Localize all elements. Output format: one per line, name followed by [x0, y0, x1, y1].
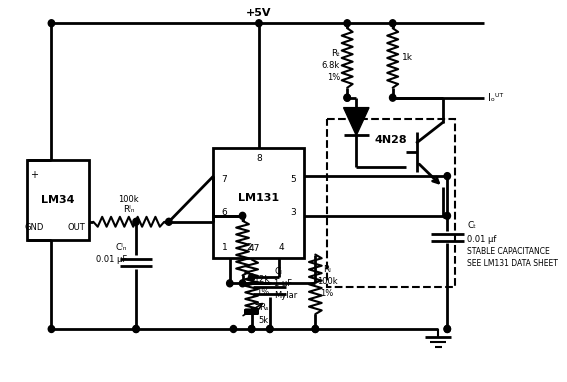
- Text: +: +: [30, 170, 38, 180]
- Text: +5V: +5V: [246, 8, 272, 18]
- Text: 8: 8: [256, 154, 262, 163]
- Text: 4: 4: [279, 243, 285, 252]
- Text: 47: 47: [249, 244, 260, 253]
- Text: 0.01 μF: 0.01 μF: [96, 255, 127, 264]
- Text: Cᴵₙ: Cᴵₙ: [116, 243, 127, 252]
- Circle shape: [230, 325, 236, 332]
- Circle shape: [239, 212, 246, 219]
- Circle shape: [266, 325, 273, 332]
- Circle shape: [133, 325, 139, 332]
- Text: Rₜ: Rₜ: [331, 49, 340, 58]
- Circle shape: [390, 20, 396, 27]
- Text: 100k: 100k: [317, 277, 337, 286]
- Text: Iₒᵁᵀ: Iₒᵁᵀ: [488, 93, 503, 103]
- Text: 1%: 1%: [327, 73, 340, 83]
- Polygon shape: [344, 108, 369, 135]
- Text: GND: GND: [24, 223, 44, 232]
- Text: Rᴵₙ: Rᴵₙ: [123, 206, 134, 214]
- Circle shape: [390, 94, 396, 101]
- Circle shape: [444, 212, 450, 219]
- Circle shape: [166, 218, 172, 225]
- Circle shape: [239, 280, 246, 287]
- Text: OUT: OUT: [67, 223, 85, 232]
- Text: 1k: 1k: [402, 53, 413, 63]
- Circle shape: [227, 280, 233, 287]
- Text: 1%: 1%: [256, 288, 269, 297]
- Text: 1 μF: 1 μF: [274, 279, 293, 288]
- Bar: [327, 118, 455, 287]
- Circle shape: [133, 218, 139, 225]
- Text: 3: 3: [291, 208, 297, 217]
- Text: 0.01 μf: 0.01 μf: [467, 235, 497, 244]
- Text: STABLE CAPACITANCE: STABLE CAPACITANCE: [467, 247, 550, 256]
- Circle shape: [344, 94, 350, 101]
- Text: 1%: 1%: [320, 289, 334, 298]
- Text: 5k: 5k: [259, 316, 269, 325]
- Circle shape: [248, 325, 255, 332]
- Bar: [213, 148, 304, 257]
- Text: LM34: LM34: [41, 195, 74, 205]
- Text: Rₗ: Rₗ: [323, 265, 331, 274]
- Text: 2: 2: [246, 243, 252, 252]
- Text: 1: 1: [222, 243, 228, 252]
- Text: SEE LM131 DATA SHEET: SEE LM131 DATA SHEET: [467, 259, 558, 268]
- Text: 100k: 100k: [119, 196, 139, 204]
- Circle shape: [344, 94, 350, 101]
- Text: Rₛ: Rₛ: [259, 303, 268, 312]
- Circle shape: [312, 325, 319, 332]
- Text: 7: 7: [222, 175, 227, 184]
- Circle shape: [344, 20, 350, 27]
- Text: LM131: LM131: [238, 193, 280, 203]
- Circle shape: [248, 274, 255, 281]
- Circle shape: [256, 20, 262, 27]
- Text: 12k: 12k: [254, 275, 271, 284]
- Text: Cₜ: Cₜ: [467, 221, 476, 230]
- Circle shape: [248, 325, 255, 332]
- Text: Mylar: Mylar: [274, 291, 298, 300]
- Circle shape: [48, 20, 54, 27]
- Circle shape: [266, 325, 273, 332]
- Circle shape: [312, 325, 319, 332]
- Circle shape: [48, 325, 54, 332]
- Text: 6.8k: 6.8k: [321, 62, 340, 70]
- Circle shape: [133, 325, 139, 332]
- Text: 6: 6: [222, 208, 227, 217]
- Circle shape: [444, 325, 450, 332]
- Circle shape: [444, 325, 450, 332]
- Circle shape: [444, 173, 450, 180]
- Text: 5: 5: [291, 175, 297, 184]
- Text: Cₗ: Cₗ: [274, 267, 282, 276]
- Text: 4N28: 4N28: [375, 135, 407, 146]
- Bar: [27, 160, 89, 240]
